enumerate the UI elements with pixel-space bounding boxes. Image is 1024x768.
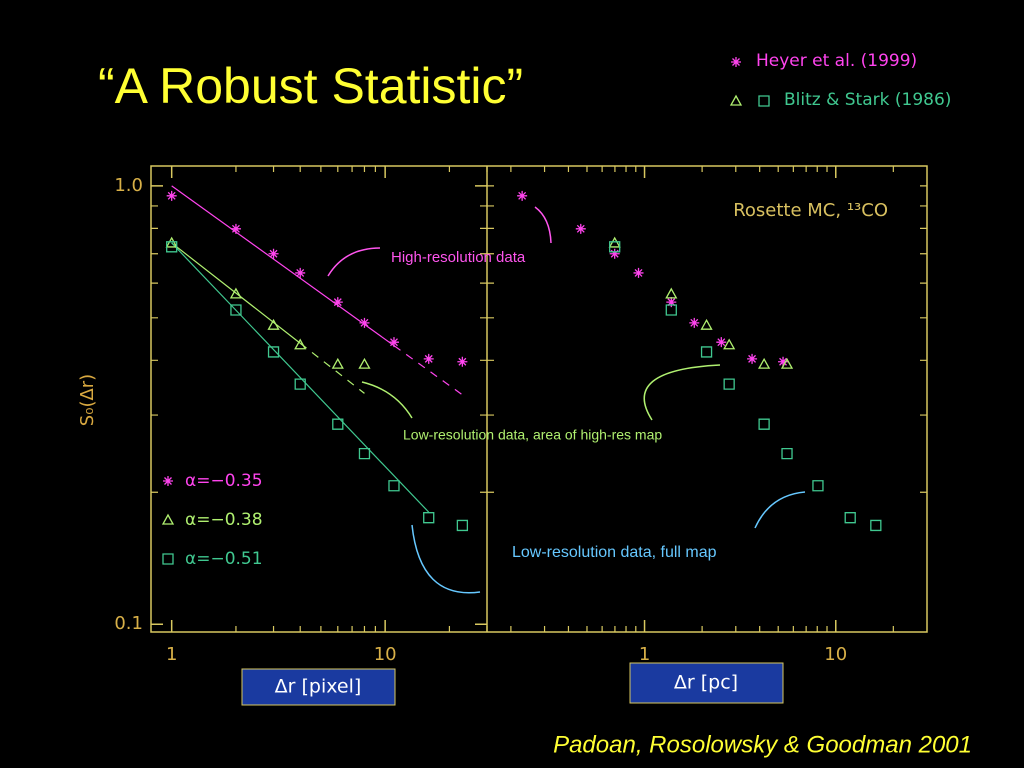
square-marker: [166, 241, 178, 253]
square-marker: [423, 512, 435, 524]
star-marker: [716, 337, 727, 348]
axis-label-box: [241, 668, 396, 706]
square-marker: [781, 447, 793, 460]
arrow: [361, 381, 413, 419]
square-marker: [870, 519, 882, 532]
square-marker: [723, 378, 735, 390]
star-marker: [295, 267, 306, 278]
star-marker: [633, 267, 644, 278]
star-marker: [332, 297, 343, 308]
triangle-marker: [267, 318, 280, 330]
fit-legend-label: α=−0.38: [185, 510, 263, 530]
square-marker: [294, 378, 306, 390]
slide-title: “A Robust Statistic”: [98, 58, 523, 114]
star-marker: [689, 317, 700, 328]
triangle-marker: [758, 357, 771, 369]
arrow: [754, 491, 806, 529]
square-marker: [844, 512, 856, 524]
triangle-marker: [723, 338, 736, 350]
annotation: High-resolution data: [391, 249, 526, 266]
square-marker: [162, 553, 174, 565]
star-marker: [609, 248, 620, 259]
annotation: Low-resolution data, full map: [512, 544, 717, 561]
triangle-marker: [161, 513, 175, 525]
star-marker: [731, 57, 741, 67]
square-marker: [812, 480, 824, 492]
fit-legend-label: α=−0.35: [185, 471, 263, 491]
square-marker: [456, 519, 469, 532]
annotation: Low-resolution data, area of high-res ma…: [403, 427, 662, 443]
square-marker: [758, 95, 770, 107]
x-tick-label: 1: [639, 644, 650, 665]
fit-line: [171, 242, 301, 344]
star-marker: [388, 337, 399, 348]
y-tick-label: 1.0: [114, 175, 143, 196]
star-marker: [457, 356, 468, 367]
fit-line: [171, 185, 395, 347]
triangle-marker: [700, 318, 713, 330]
star-marker: [517, 190, 528, 201]
fit-line: [299, 342, 365, 394]
star-marker: [747, 353, 758, 364]
square-marker: [388, 480, 400, 492]
x-axis-label: Δr [pc]: [674, 672, 738, 694]
legend-label: Blitz & Stark (1986): [784, 90, 951, 110]
arrow: [643, 364, 721, 421]
x-tick-label: 10: [824, 644, 847, 665]
star-marker: [778, 356, 789, 367]
arrow: [411, 524, 481, 594]
triangle-marker: [294, 338, 307, 350]
y-tick-label: 0.1: [114, 613, 143, 634]
star-marker: [163, 476, 173, 486]
star-marker: [575, 223, 586, 234]
legend-label: Heyer et al. (1999): [756, 51, 917, 71]
arrow: [327, 247, 381, 277]
triangle-marker: [358, 357, 371, 369]
triangle-marker: [331, 357, 344, 369]
star-marker: [230, 223, 241, 234]
star-marker: [666, 297, 677, 308]
triangle-marker: [780, 357, 794, 369]
plot-frame: [150, 165, 928, 633]
star-marker: [268, 248, 279, 259]
square-marker: [358, 447, 371, 460]
square-marker: [665, 304, 677, 316]
citation: Padoan, Rosolowsky & Goodman 2001: [553, 731, 972, 758]
fit-line: [171, 242, 430, 513]
triangle-marker: [229, 287, 243, 299]
arrows: [327, 206, 806, 594]
annotation: Rosette MC, ¹³CO: [733, 200, 888, 221]
triangle-marker: [729, 94, 743, 106]
square-marker: [267, 346, 280, 358]
fit-legend-label: α=−0.51: [185, 549, 263, 569]
star-marker: [166, 190, 177, 201]
x-tick-label: 1: [166, 644, 177, 665]
y-axis-label: S₀(Δr): [77, 374, 98, 426]
axis-label-box: [629, 662, 784, 704]
square-marker: [700, 346, 713, 358]
star-marker: [359, 317, 370, 328]
x-axis-label: Δr [pixel]: [275, 676, 362, 698]
x-tick-label: 10: [374, 644, 397, 665]
square-marker: [332, 418, 344, 430]
square-marker: [609, 241, 621, 253]
square-marker: [230, 304, 242, 316]
star-marker: [423, 353, 434, 364]
arrow: [534, 206, 552, 244]
triangle-marker: [665, 287, 678, 299]
square-marker: [758, 418, 770, 430]
